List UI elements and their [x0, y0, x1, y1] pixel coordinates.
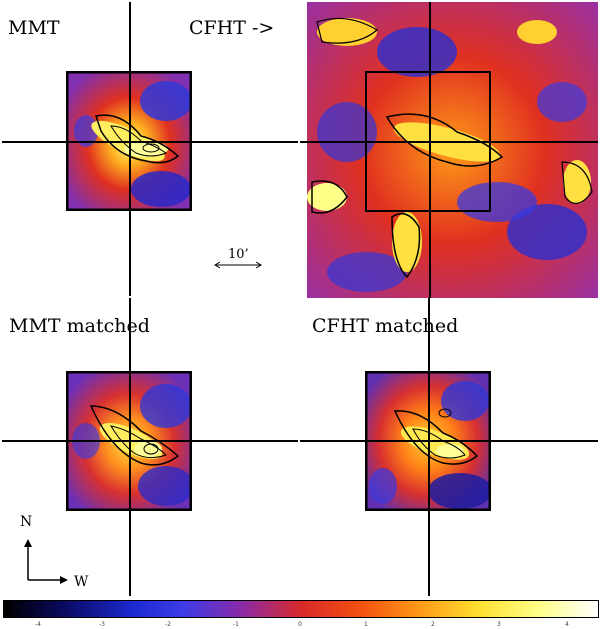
compass-arrows: [24, 539, 68, 584]
mmt-matched-vertical-axis: [129, 298, 131, 596]
colorbar-tick-label: 2: [431, 621, 435, 628]
colorbar-tick-label: 3: [497, 621, 501, 628]
compass-north-label: N: [20, 514, 33, 530]
mmt-matched-label: MMT matched: [9, 315, 150, 337]
colorbar-tick-label: 1: [364, 621, 368, 628]
cfht-matched-vertical-axis: [428, 298, 430, 596]
cfht-arrow-label: CFHT ->: [189, 17, 275, 39]
colorbar-tick-label: 4: [565, 621, 569, 628]
colorbar-tick-label: -4: [35, 621, 41, 628]
scale-arrow: [214, 261, 262, 269]
colorbar-tick-label: 0: [298, 621, 302, 628]
mmt-vertical-axis: [129, 2, 131, 296]
cfht-map: [307, 2, 598, 298]
compass-west-label: W: [74, 574, 89, 590]
cfht-vertical-axis: [429, 2, 431, 298]
colorbar: [3, 600, 599, 618]
colorbar-tick-label: -3: [99, 621, 105, 628]
cfht-matched-label: CFHT matched: [312, 315, 459, 337]
cfht-horizontal-axis: [300, 141, 598, 143]
mmt-matched-horizontal-axis: [2, 440, 298, 442]
scale-label: 10’: [228, 247, 249, 262]
colorbar-tick-label: -2: [165, 621, 171, 628]
cfht-matched-horizontal-axis: [300, 440, 598, 442]
mmt-horizontal-axis: [2, 141, 298, 143]
colorbar-tick-label: -1: [233, 621, 239, 628]
mmt-label: MMT: [8, 17, 60, 39]
